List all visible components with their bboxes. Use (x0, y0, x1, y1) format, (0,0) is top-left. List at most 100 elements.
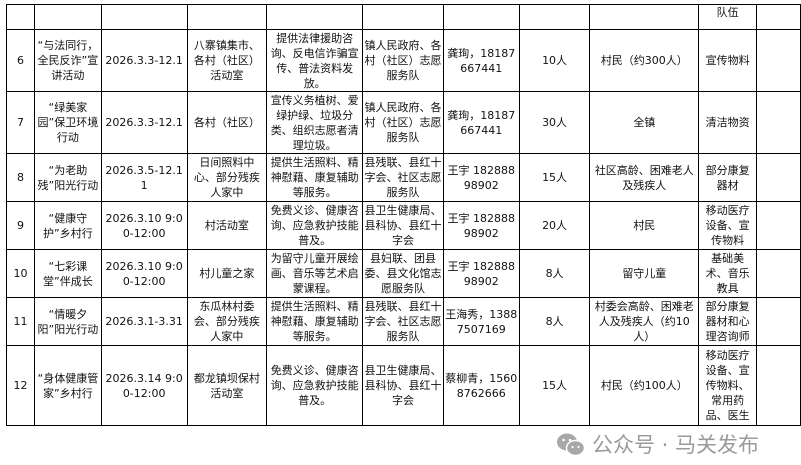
header-cell-team: 队伍 (698, 4, 758, 30)
table-row: 8 “为老助残”阳光行动 2026.3.5-12.11 日间照料中心、部分残疾人家中提… (6, 153, 801, 202)
cell-content: 为留守儿童开展绘画、音乐等艺术启蒙课程。 (266, 249, 364, 298)
cell-name: “为老助残”阳光行动 (33, 153, 102, 202)
cell-people: 10人 (518, 29, 591, 92)
cell-no: 7 (6, 91, 35, 154)
cell-empty (442, 4, 520, 30)
cell-content: 免费义诊、健康咨询、应急救护技能普及。 (266, 345, 364, 426)
cell-material: 移动医疗设备、宣传物料、常用药品、医生 (698, 345, 758, 426)
cell-empty (33, 4, 102, 30)
cell-org: 县残联、县红十字会、社区志愿服务队 (362, 297, 444, 346)
cell-content: 提供法律援助咨询、反电信诈骗宣传、普法资料发放。 (266, 29, 364, 92)
cell-empty (186, 4, 268, 30)
cell-contact: 龚珣，18187667441 (442, 29, 520, 92)
cell-org: 县卫生健康局、县科协、县红十字会 (362, 201, 444, 250)
table-row: 9 “健康守护”乡村行 2026.3.10 9:00-12:00 村活动室 免费义诊、健… (6, 201, 801, 250)
cell-material: 宣传物料 (698, 29, 758, 92)
cell-contact: 王宇 18288898902 (442, 153, 520, 202)
wechat-icon (557, 433, 586, 457)
table-row: 11 “情暖夕阳”阳光行动 2026.3.1-3.31 东瓜林村委会、部分残疾人家中提… (6, 297, 801, 346)
cell-no: 8 (6, 153, 35, 202)
cell-target: 村委会高龄、困难老人及残疾人（约10人） (589, 297, 700, 346)
cell-no: 6 (6, 29, 35, 92)
cell-time: 2026.3.1-3.31 (100, 297, 188, 346)
table-row: 10 “七彩课堂”伴成长 2026.3.10 9:00-12:00 村儿童之家 为留守儿… (6, 249, 801, 298)
cell-place: 八寨镇集市、各村（社区）活动室 (186, 29, 268, 92)
cell-material: 移动医疗设备、宣传物料 (698, 201, 758, 250)
cell-content: 宣传义务植树、爱绿护绿、垃圾分类、组织志愿者清理垃圾。 (266, 91, 364, 154)
cell-empty (756, 249, 801, 298)
cell-empty (6, 4, 35, 30)
watermark-text: 公众号 · 马关发布 (592, 433, 760, 457)
cell-target: 村民（约300人） (589, 29, 700, 92)
cell-place: 村活动室 (186, 201, 268, 250)
cell-material: 部分康复器材 (698, 153, 758, 202)
cell-place: 村儿童之家 (186, 249, 268, 298)
cell-name: “与法同行，全民反诈”宣讲活动 (33, 29, 102, 92)
cell-people: 15人 (518, 345, 591, 426)
cell-empty (756, 29, 801, 92)
cell-empty (756, 297, 801, 346)
cell-people: 30人 (518, 91, 591, 154)
cell-contact: 王宇 18288898902 (442, 249, 520, 298)
cell-org: 县残联、县红十字会、社区志愿服务队 (362, 153, 444, 202)
cell-empty (362, 4, 444, 30)
cell-empty (100, 4, 188, 30)
cell-contact: 王宇 18288898902 (442, 201, 520, 250)
cell-org: 镇人民政府、各村（社区）志愿服务队 (362, 29, 444, 92)
cell-name: “七彩课堂”伴成长 (33, 249, 102, 298)
cell-place: 都龙镇坝保村活动室 (186, 345, 268, 426)
cell-content: 提供生活照料、精神慰藉、康复辅助等服务。 (266, 297, 364, 346)
table-row: 7 “绿美家园”保卫环境行动 2026.3.3-12.1 各村（社区） 宣传义务植树、爱… (6, 91, 801, 154)
cell-target: 社区高龄、困难老人及残疾人 (589, 153, 700, 202)
cell-place: 东瓜林村委会、部分残疾人家中 (186, 297, 268, 346)
cell-empty (756, 153, 801, 202)
activity-table: 队伍 6 “与法同行，全民反诈”宣讲活动 2026.3.3-12.1 八寨镇集市、各村… (6, 4, 801, 426)
cell-name: “身体健康管家”乡村行 (33, 345, 102, 426)
cell-empty (756, 91, 801, 154)
cell-name: “绿美家园”保卫环境行动 (33, 91, 102, 154)
cell-time: 2026.3.5-12.11 (100, 153, 188, 202)
cell-material: 清洁物资 (698, 91, 758, 154)
cell-empty (756, 201, 801, 250)
cell-empty (756, 345, 801, 426)
cell-time: 2026.3.10 9:00-12:00 (100, 201, 188, 250)
watermark: 公众号 · 马关发布 (556, 432, 759, 458)
cell-empty (756, 4, 801, 30)
cell-place: 日间照料中心、部分残疾人家中 (186, 153, 268, 202)
cell-time: 2026.3.3-12.1 (100, 91, 188, 154)
cell-contact: 王海秀，13887507169 (442, 297, 520, 346)
cell-name: “情暖夕阳”阳光行动 (33, 297, 102, 346)
cell-contact: 龚珣，18187667441 (442, 91, 520, 154)
cell-org: 县卫生健康局、县科协、县红十字会 (362, 345, 444, 426)
cell-time: 2026.3.14 9:00-12:00 (100, 345, 188, 426)
cell-content: 免费义诊、健康咨询、应急救护技能普及。 (266, 201, 364, 250)
cell-time: 2026.3.10 9:00-12:00 (100, 249, 188, 298)
cell-contact: 蔡柳青，15608762666 (442, 345, 520, 426)
cell-no: 9 (6, 201, 35, 250)
cell-no: 12 (6, 345, 35, 426)
cell-empty (518, 4, 591, 30)
table-row: 12 “身体健康管家”乡村行 2026.3.14 9:00-12:00 都龙镇坝保村活… (6, 345, 801, 426)
cell-target: 全镇 (589, 91, 700, 154)
cell-no: 11 (6, 297, 35, 346)
cell-place: 各村（社区） (186, 91, 268, 154)
cell-empty (266, 4, 364, 30)
cell-target: 村民（约100人） (589, 345, 700, 426)
cell-material: 基础美术、音乐教具 (698, 249, 758, 298)
cell-target: 村民 (589, 201, 700, 250)
cell-time: 2026.3.3-12.1 (100, 29, 188, 92)
cell-name: “健康守护”乡村行 (33, 201, 102, 250)
cell-people: 15人 (518, 153, 591, 202)
cell-people: 8人 (518, 249, 591, 298)
cell-content: 提供生活照料、精神慰藉、康复辅助等服务。 (266, 153, 364, 202)
table-row: 6 “与法同行，全民反诈”宣讲活动 2026.3.3-12.1 八寨镇集市、各村（社区… (6, 29, 801, 92)
cell-org: 县妇联、团县委、县文化馆志愿服务队 (362, 249, 444, 298)
cell-people: 8人 (518, 297, 591, 346)
cell-people: 20人 (518, 201, 591, 250)
cell-empty (589, 4, 700, 30)
cell-material: 部分康复器材和心理咨询师 (698, 297, 758, 346)
header-continuation-row: 队伍 (6, 4, 801, 30)
cell-no: 10 (6, 249, 35, 298)
cell-target: 留守儿童 (589, 249, 700, 298)
cell-org: 镇人民政府、各村（社区）志愿服务队 (362, 91, 444, 154)
